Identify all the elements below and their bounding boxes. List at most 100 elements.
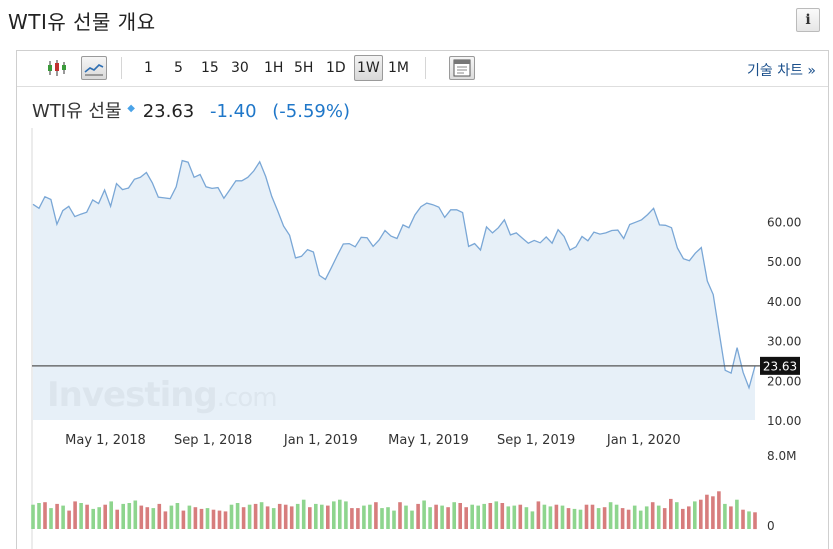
volume-bar [608, 502, 613, 529]
volume-bar [422, 500, 426, 529]
volume-bar [416, 503, 420, 529]
volume-bar [705, 494, 709, 529]
volume-bar [31, 504, 35, 529]
volume-bar [145, 507, 150, 529]
volume-bar [211, 509, 216, 529]
interval-1m[interactable]: 1M [388, 60, 409, 76]
volume-bar [133, 500, 138, 529]
volume-bar [729, 506, 733, 529]
volume-bar [494, 501, 499, 529]
volume-bar [584, 504, 589, 529]
last-price: 23.63 [142, 101, 195, 122]
volume-bar [344, 501, 348, 529]
volume-bar [79, 503, 83, 529]
y-axis-label: 20.00 [767, 374, 801, 388]
volume-bar [368, 504, 372, 529]
volume-bar [398, 502, 402, 529]
volume-bar [199, 508, 204, 529]
candlestick-icon[interactable] [44, 56, 70, 80]
volume-axis-label: 0 [767, 519, 775, 533]
volume-bar [572, 508, 577, 529]
volume-bar [127, 503, 132, 529]
interval-1[interactable]: 1 [144, 60, 153, 76]
price-line [32, 159, 756, 390]
volume-bar [67, 510, 71, 529]
volume-bar [380, 508, 384, 529]
last-price-tag [760, 356, 800, 375]
volume-bar [283, 504, 288, 529]
volume-bar [289, 506, 294, 529]
layout-icon[interactable] [449, 56, 475, 80]
volume-bar [717, 491, 721, 529]
volume-bar [362, 505, 366, 529]
volume-bar [638, 510, 643, 529]
technical-chart-label: 기술 차트 [746, 63, 803, 79]
last-price-tag-label: 23.63 [763, 359, 797, 373]
volume-bar [404, 505, 408, 529]
volume-bar [55, 503, 59, 529]
toolbar-divider [425, 57, 426, 79]
volume-bar [602, 507, 607, 529]
volume-bar [614, 504, 619, 529]
volume-bar [163, 511, 168, 529]
volume-bar [181, 510, 186, 529]
volume-bar [500, 503, 505, 529]
volume-bar [187, 505, 192, 529]
volume-bar [338, 499, 342, 529]
info-button[interactable]: i [796, 8, 820, 32]
interval-30[interactable]: 30 [231, 60, 249, 76]
volume-bar [488, 503, 493, 529]
volume-bar [73, 501, 77, 529]
volume-bar [386, 507, 390, 529]
interval-5h[interactable]: 5H [294, 60, 314, 76]
y-axis-label: 10.00 [767, 414, 801, 428]
volume-bar [644, 506, 649, 529]
volume-bar [458, 503, 462, 529]
interval-5[interactable]: 5 [174, 60, 183, 76]
volume-bar [356, 508, 360, 529]
volume-bar [326, 505, 330, 529]
volume-bar [277, 503, 282, 529]
volume-bar [741, 509, 745, 529]
interval-15[interactable]: 15 [201, 60, 219, 76]
interval-1d[interactable]: 1D [326, 60, 346, 76]
volume-bar [662, 508, 667, 529]
x-axis-label: May 1, 2019 [388, 433, 469, 448]
volume-bar [259, 502, 264, 529]
volume-bar [669, 498, 673, 530]
volume-bar [247, 504, 252, 529]
price-area [33, 160, 755, 420]
volume-bar [512, 505, 517, 529]
volume-bar [753, 512, 757, 530]
chart-widget: 1 5 15 30 1H 5H 1D 1W 1M 기술 차트 » WTI유 선물… [16, 50, 829, 549]
x-axis-label: Jan 1, 2020 [606, 433, 681, 448]
x-axis-label: Sep 1, 2018 [174, 433, 252, 448]
technical-chart-link[interactable]: 기술 차트 » [747, 60, 816, 80]
volume-bar [115, 509, 119, 529]
volume-bar [392, 510, 396, 529]
volume-bar [295, 503, 300, 529]
chart-toolbar: 1 5 15 30 1H 5H 1D 1W 1M 기술 차트 » [17, 51, 828, 87]
volume-bar [217, 510, 222, 529]
line-chart-icon[interactable] [81, 56, 107, 80]
volume-bar [632, 505, 637, 529]
volume-bar [121, 503, 125, 529]
volume-bar [518, 504, 523, 529]
volume-bar [566, 508, 571, 529]
volume-bar [536, 501, 541, 529]
interval-1w[interactable]: 1W [354, 55, 383, 81]
volume-bar [193, 507, 198, 529]
volume-bar [314, 503, 318, 529]
volume-bar [271, 508, 276, 529]
volume-bar [506, 506, 511, 529]
volume-bar [265, 506, 270, 529]
volume-bar [723, 503, 727, 529]
y-axis-label: 50.00 [767, 255, 801, 269]
interval-1h[interactable]: 1H [264, 60, 284, 76]
x-axis-label: Jan 1, 2019 [283, 433, 358, 448]
volume-bar [175, 503, 180, 529]
volume-bar [151, 508, 156, 529]
volume-bar [320, 504, 324, 529]
volume-bar [223, 511, 228, 529]
